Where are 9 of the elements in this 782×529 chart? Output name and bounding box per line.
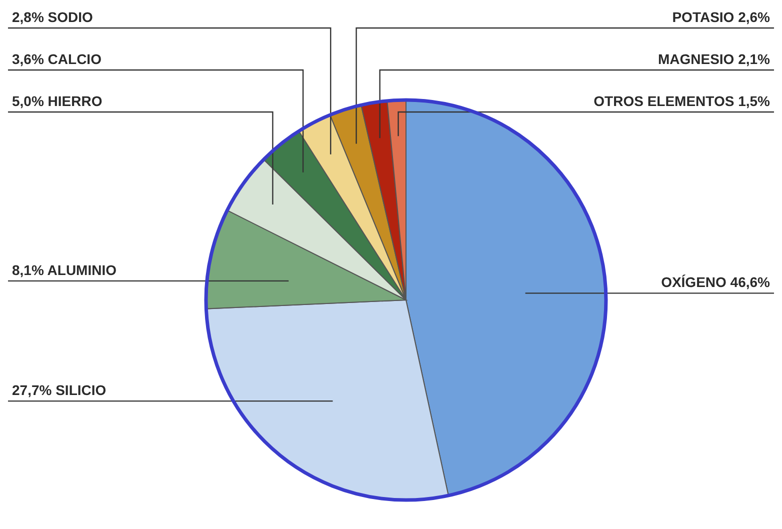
slice-label: 27,7% SILICIO	[12, 382, 106, 398]
slice-label: OTROS ELEMENTOS 1,5%	[594, 93, 771, 109]
slice-label: 2,8% SODIO	[12, 9, 94, 25]
slice-label: 3,6% CALCIO	[12, 51, 102, 67]
slice-label: 8,1% ALUMINIO	[12, 262, 117, 278]
slice-label: MAGNESIO 2,1%	[658, 51, 771, 67]
slice-label: POTASIO 2,6%	[672, 9, 771, 25]
slice-label: 5,0% HIERRO	[12, 93, 102, 109]
slice-label: OXÍGENO 46,6%	[661, 274, 771, 290]
